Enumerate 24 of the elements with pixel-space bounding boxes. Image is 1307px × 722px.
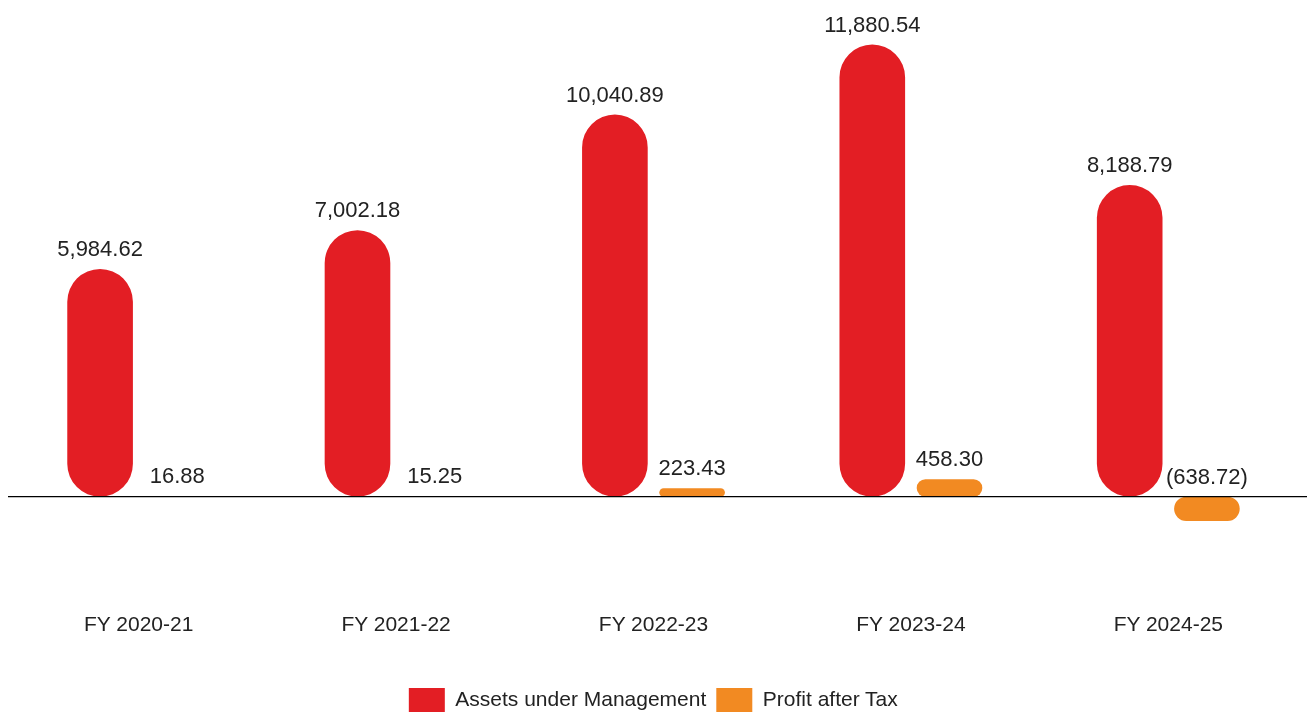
- x-tick-label: FY 2021-22: [341, 612, 451, 636]
- data-label: 5,984.62: [57, 235, 143, 261]
- data-label: 7,002.18: [314, 197, 401, 223]
- x-tick-label: FY 2024-25: [1113, 612, 1223, 636]
- data-label: 11,880.54: [824, 11, 921, 37]
- data-label: 458.30: [915, 446, 984, 472]
- legend-label: Profit after Tax: [762, 686, 899, 710]
- legend-label: Assets under Management: [455, 686, 707, 710]
- data-label: 15.25: [407, 463, 463, 489]
- bar: [659, 488, 725, 497]
- bar: [839, 44, 906, 497]
- data-label: (638.72): [1165, 463, 1248, 489]
- x-tick-label: FY 2023-24: [856, 612, 966, 636]
- bar: [67, 268, 133, 497]
- data-label: 16.88: [149, 463, 205, 489]
- bar: [582, 114, 648, 497]
- bar: [916, 479, 983, 497]
- data-label: 8,188.79: [1086, 152, 1173, 178]
- bar: [1096, 185, 1163, 497]
- x-tick-label: FY 2022-23: [598, 612, 709, 636]
- data-label: 10,040.89: [565, 81, 664, 107]
- x-tick-label: FY 2020-21: [84, 612, 194, 636]
- bar: [324, 230, 391, 497]
- data-label: 223.43: [658, 455, 726, 481]
